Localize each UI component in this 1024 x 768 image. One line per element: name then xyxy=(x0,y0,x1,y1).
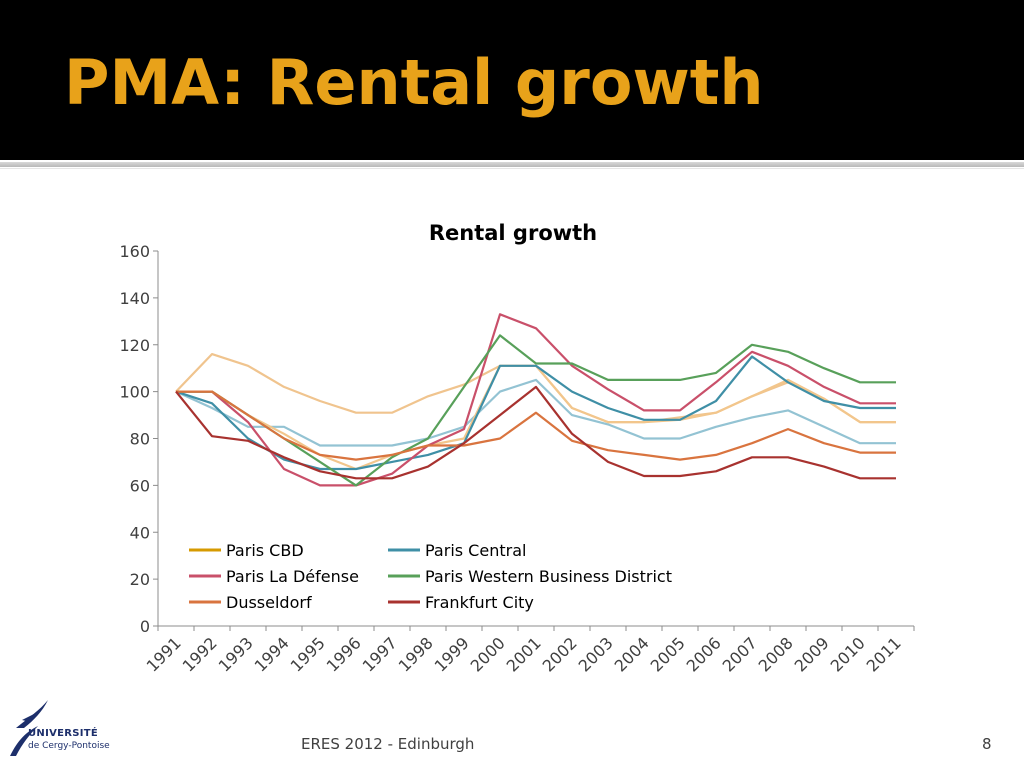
header-divider xyxy=(0,162,1024,167)
x-tick-label: 1998 xyxy=(395,633,437,675)
chart-title: Rental growth xyxy=(429,221,597,245)
y-tick-label: 20 xyxy=(130,570,150,589)
x-tick-label: 2011 xyxy=(863,633,905,675)
x-tick-label: 2001 xyxy=(503,633,545,675)
x-tick-label: 1996 xyxy=(323,633,365,675)
legend-label: Paris Western Business District xyxy=(425,567,672,586)
x-tick-label: 2006 xyxy=(683,633,725,675)
x-tick-label: 1997 xyxy=(359,633,401,675)
y-tick-label: 160 xyxy=(119,242,150,261)
x-tick-label: 2000 xyxy=(467,633,509,675)
x-tick-label: 2007 xyxy=(719,633,761,675)
legend-label: Dusseldorf xyxy=(226,593,312,612)
x-tick-label: 2010 xyxy=(827,633,869,675)
slide-header xyxy=(0,0,1024,160)
y-tick-label: 40 xyxy=(130,523,150,542)
series-line-unlabeled-7 xyxy=(175,378,896,447)
legend-label: Paris CBD xyxy=(226,541,304,560)
chart-series-lines xyxy=(175,313,896,487)
x-tick-label: 2008 xyxy=(755,633,797,675)
logo-campus-label: de Cergy-Pontoise xyxy=(28,741,110,751)
university-logo-icon xyxy=(10,700,48,756)
header-divider-shadow xyxy=(0,168,1024,169)
y-tick-label: 140 xyxy=(119,289,150,308)
x-tick-label: 2003 xyxy=(575,633,617,675)
logo-university-label: UNIVERSITÉ xyxy=(28,728,99,739)
x-tick-label: 1999 xyxy=(431,633,473,675)
y-tick-label: 100 xyxy=(119,383,150,402)
x-tick-label: 2002 xyxy=(539,633,581,675)
y-tick-label: 0 xyxy=(140,617,150,636)
x-tick-label: 2005 xyxy=(647,633,689,675)
chart-legend: Paris CBD Paris Central Paris La Défense Pa… xyxy=(189,541,672,612)
series-line-paris-western-business-district xyxy=(176,334,896,487)
series-line-frankfurt-city xyxy=(175,385,896,480)
x-tick-label: 2009 xyxy=(791,633,833,675)
x-tick-label: 1991 xyxy=(143,633,185,675)
y-tick-label: 60 xyxy=(130,476,150,495)
x-tick-label: 2004 xyxy=(611,633,653,675)
footer-event-label: ERES 2012 - Edinburgh xyxy=(301,735,475,753)
x-tick-label: 1995 xyxy=(287,633,329,675)
y-tick-label: 80 xyxy=(130,430,150,449)
series-line-dusseldorf xyxy=(176,390,896,461)
legend-label: Paris Central xyxy=(425,541,526,560)
legend-label: Frankfurt City xyxy=(425,593,534,612)
y-tick-label: 120 xyxy=(119,336,150,355)
slide-title: PMA: Rental growth xyxy=(64,46,764,119)
x-tick-label: 1992 xyxy=(179,633,221,675)
x-tick-label: 1994 xyxy=(251,633,293,675)
series-line-paris-la-d-fense xyxy=(176,313,896,487)
x-tick-label: 1993 xyxy=(215,633,257,675)
legend-label: Paris La Défense xyxy=(226,567,359,586)
page-number: 8 xyxy=(982,735,992,753)
